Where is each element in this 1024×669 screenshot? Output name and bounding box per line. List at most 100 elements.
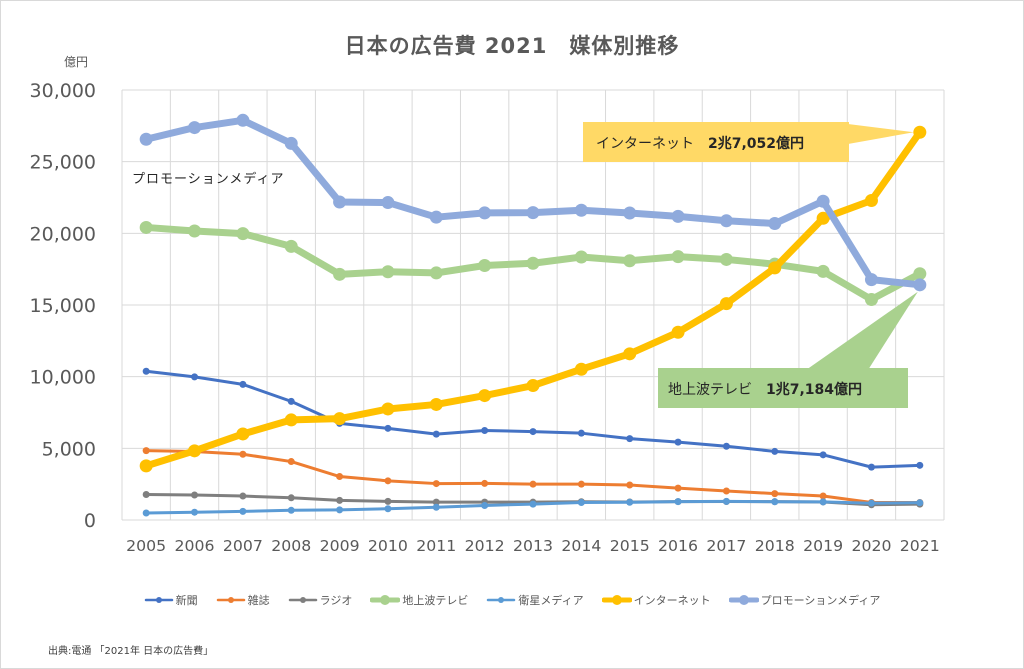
y-tick-label: 10,000 (30, 367, 96, 389)
data-point (913, 267, 927, 281)
data-point (142, 491, 150, 499)
tv-callout-label: 地上波テレビ 1兆7,184億円 (668, 379, 862, 399)
y-tick-label: 30,000 (30, 80, 96, 102)
series-line (144, 449, 922, 504)
data-point (768, 217, 782, 231)
internet-callout-value: 2兆7,052億円 (708, 136, 805, 152)
tv-callout-name: 地上波テレビ (668, 382, 766, 398)
y-tick-label: 5,000 (42, 438, 96, 460)
data-point (574, 203, 588, 217)
data-point (432, 503, 440, 511)
legend-label: 雑誌 (247, 594, 270, 607)
data-point (574, 362, 588, 376)
legend-item: 地上波テレビ (370, 592, 468, 608)
data-point (381, 265, 395, 279)
x-tick-label: 2010 (368, 537, 408, 555)
x-tick-label: 2009 (320, 537, 360, 555)
data-point (577, 480, 585, 488)
legend-item: 衛星メディア (486, 592, 584, 608)
data-point (816, 194, 830, 208)
data-point (142, 509, 150, 517)
x-tick-label: 2008 (271, 537, 311, 555)
data-point (432, 480, 440, 488)
data-point (239, 507, 247, 515)
data-point (771, 498, 779, 506)
data-point (191, 491, 199, 499)
data-point (674, 438, 682, 446)
legend-label: プロモーションメディア (760, 594, 881, 607)
data-point (478, 206, 492, 220)
x-tick-label: 2013 (513, 537, 553, 555)
callouts (583, 122, 918, 408)
data-point (626, 481, 634, 489)
data-point (623, 347, 637, 361)
data-point (671, 325, 685, 339)
x-tick-label: 2005 (126, 537, 166, 555)
x-tick-label: 2021 (900, 537, 940, 555)
data-point (191, 508, 199, 516)
x-tick-label: 2018 (755, 537, 795, 555)
x-tick-label: 2011 (416, 537, 456, 555)
data-point (481, 427, 489, 435)
data-point (816, 211, 830, 225)
data-point (429, 266, 443, 280)
data-point (284, 413, 298, 427)
data-point (768, 261, 782, 275)
legend-marker-icon (216, 597, 245, 603)
data-point (284, 239, 298, 253)
x-axis-ticks: 2005 2006 2007 2008 2009 2010 2011 2012 2013 2014… (126, 537, 940, 555)
data-point (867, 499, 875, 507)
x-tick-label: 2015 (610, 537, 650, 555)
legend-marker-icon (601, 595, 632, 605)
x-tick-label: 2017 (706, 537, 746, 555)
data-point (819, 498, 827, 506)
data-point (819, 492, 827, 500)
legend-label: ラジオ (319, 594, 353, 607)
data-point (287, 458, 295, 466)
data-point (819, 451, 827, 459)
y-axis-unit-label: 億円 (64, 55, 89, 69)
data-point (236, 427, 250, 441)
legend-marker-icon (288, 597, 317, 603)
data-point (529, 480, 537, 488)
data-point (142, 447, 150, 455)
y-tick-label: 25,000 (30, 152, 96, 174)
legend-item: ラジオ (288, 592, 353, 608)
data-point (913, 125, 927, 139)
data-point (188, 224, 202, 238)
tv-callout-value: 1兆7,184億円 (766, 382, 863, 398)
data-point (333, 267, 347, 281)
data-point (916, 461, 924, 469)
data-point (771, 447, 779, 455)
legend-label: インターネット (633, 594, 711, 607)
data-point (239, 450, 247, 458)
data-point (188, 121, 202, 135)
data-point (671, 209, 685, 223)
chart-title: 日本の広告費 2021 媒体別推移 (344, 34, 680, 58)
data-point (719, 214, 733, 228)
x-tick-label: 2007 (223, 537, 263, 555)
data-point (478, 389, 492, 403)
data-point (284, 136, 298, 150)
data-point (864, 273, 878, 287)
data-point (671, 250, 685, 264)
source-note: 出典:電通 「2021年 日本の広告費」 (48, 646, 214, 657)
data-point (674, 498, 682, 506)
data-point (336, 473, 344, 481)
data-point (722, 497, 730, 505)
data-point (529, 428, 537, 436)
data-point (481, 479, 489, 487)
data-point (529, 500, 537, 508)
data-point (142, 367, 150, 375)
data-point (626, 498, 634, 506)
data-point (722, 487, 730, 495)
legend-marker-icon (370, 595, 401, 605)
data-point (139, 459, 153, 473)
y-tick-label: 20,000 (30, 223, 96, 245)
y-axis-ticks: 0 5,000 10,000 15,000 20,000 25,000 30,000 (30, 80, 96, 532)
data-point (574, 250, 588, 264)
data-point (336, 506, 344, 514)
data-point (384, 497, 392, 505)
tv-callout-box (658, 368, 908, 408)
